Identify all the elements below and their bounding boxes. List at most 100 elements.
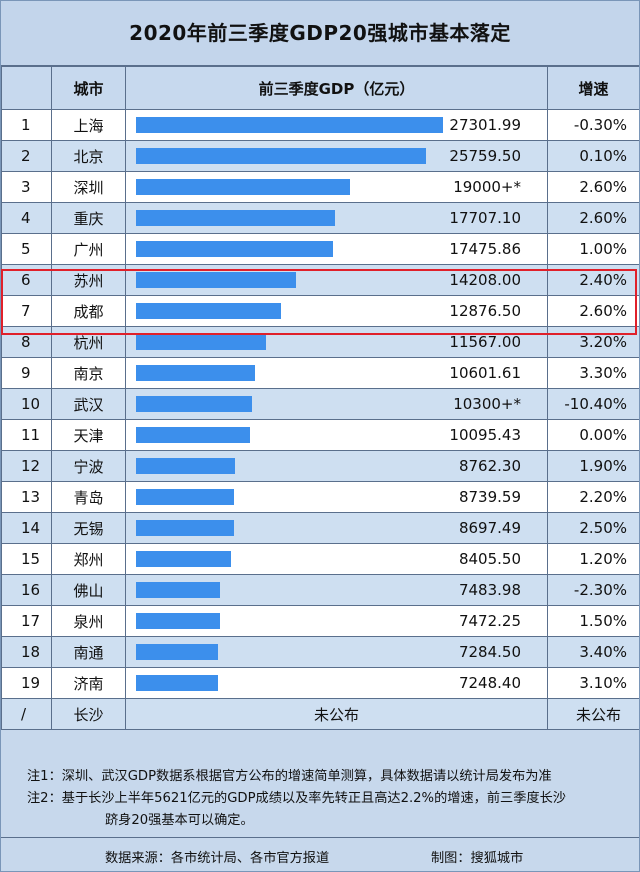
city-cell: 南京 (51, 357, 126, 389)
growth-cell: 1.50% (547, 605, 639, 637)
gdp-cell: 8762.30 (125, 450, 548, 482)
rank-cell: 12 (1, 450, 52, 482)
gdp-cell: 11567.00 (125, 326, 548, 358)
gdp-cell: 14208.00 (125, 264, 548, 296)
growth-cell: 3.20% (547, 326, 639, 358)
rank-cell: 5 (1, 233, 52, 265)
gdp-cell: 7483.98 (125, 574, 548, 606)
city-cell: 长沙 (51, 698, 126, 730)
city-cell: 武汉 (51, 388, 126, 420)
gdp-cell: 27301.99 (125, 109, 548, 141)
gdp-bar (136, 675, 218, 691)
data-source: 数据来源：各市统计局、各市官方报道 (105, 851, 330, 866)
gdp-cell: 7248.40 (125, 667, 548, 699)
city-cell: 郑州 (51, 543, 126, 575)
table-row: 3 深圳 19000+* 2.60% (1, 171, 639, 203)
gdp-cell: 8405.50 (125, 543, 548, 575)
notes-section: 注1：深圳、武汉GDP数据系根据官方公布的增速简单测算，具体数据请以统计局发布为… (1, 753, 639, 838)
gdp-cell: 8697.49 (125, 512, 548, 544)
rank-cell: 10 (1, 388, 52, 420)
growth-cell: 未公布 (547, 698, 639, 730)
rank-cell: 15 (1, 543, 52, 575)
gdp-value-label: 17707.10 (449, 209, 521, 227)
gdp-cell: 10300+* (125, 388, 548, 420)
gdp-bar (136, 303, 281, 319)
table-row: 12 宁波 8762.30 1.90% (1, 450, 639, 482)
table-row-unranked: / 长沙 未公布 未公布 (1, 698, 639, 730)
gdp-value-label: 10300+* (453, 395, 521, 413)
gdp-bar (136, 210, 335, 226)
gdp-value-label: 10601.61 (449, 364, 521, 382)
table-row: 18 南通 7284.50 3.40% (1, 636, 639, 668)
table-row: 1 上海 27301.99 -0.30% (1, 109, 639, 141)
note-1: 注1：深圳、武汉GDP数据系根据官方公布的增速简单测算，具体数据请以统计局发布为… (27, 769, 552, 784)
table-row: 19 济南 7248.40 3.10% (1, 667, 639, 699)
growth-cell: -0.30% (547, 109, 639, 141)
gdp-value-label: 12876.50 (449, 302, 521, 320)
table-row: 11 天津 10095.43 0.00% (1, 419, 639, 451)
gdp-value-label: 10095.43 (449, 426, 521, 444)
chart-title: 2020年前三季度GDP20强城市基本落定 (1, 1, 639, 66)
growth-cell: 1.90% (547, 450, 639, 482)
rank-cell: 3 (1, 171, 52, 203)
growth-cell: -10.40% (547, 388, 639, 420)
gdp-value-label: 25759.50 (449, 147, 521, 165)
gdp-unpublished-label: 未公布 (313, 705, 359, 724)
city-cell: 无锡 (51, 512, 126, 544)
city-cell: 成都 (51, 295, 126, 327)
gdp-bar (136, 458, 235, 474)
gdp-value-label: 19000+* (453, 178, 521, 196)
growth-cell: 1.00% (547, 233, 639, 265)
gdp-cell: 12876.50 (125, 295, 548, 327)
gdp-value-label: 14208.00 (449, 271, 521, 289)
growth-cell: 0.00% (547, 419, 639, 451)
city-cell: 广州 (51, 233, 126, 265)
city-cell: 宁波 (51, 450, 126, 482)
gdp-cell: 8739.59 (125, 481, 548, 513)
growth-cell: 3.30% (547, 357, 639, 389)
gdp-bar (136, 613, 220, 629)
rank-cell: 7 (1, 295, 52, 327)
chart-credit: 制图：搜狐城市 (431, 851, 524, 866)
rank-cell: 19 (1, 667, 52, 699)
gdp-value-label: 27301.99 (449, 116, 521, 134)
gdp-bar (136, 520, 234, 536)
gdp-value-label: 8697.49 (458, 519, 521, 537)
table-row: 8 杭州 11567.00 3.20% (1, 326, 639, 358)
gdp-bar (136, 489, 234, 505)
rank-cell: 6 (1, 264, 52, 296)
note-2-continued: 跻身20强基本可以确定。 (105, 813, 254, 828)
city-cell: 上海 (51, 109, 126, 141)
growth-cell: 3.10% (547, 667, 639, 699)
gdp-cell: 10095.43 (125, 419, 548, 451)
gdp-cell: 7284.50 (125, 636, 548, 668)
gdp-cell: 7472.25 (125, 605, 548, 637)
city-cell: 苏州 (51, 264, 126, 296)
table-row: 7 成都 12876.50 2.60% (1, 295, 639, 327)
gdp-header: 前三季度GDP（亿元） (125, 66, 548, 110)
gdp-bar (136, 117, 443, 133)
table-header-row: 城市 前三季度GDP（亿元） 增速 (1, 66, 639, 110)
rank-cell: 8 (1, 326, 52, 358)
gdp-cell: 25759.50 (125, 140, 548, 172)
table-row: 5 广州 17475.86 1.00% (1, 233, 639, 265)
growth-cell: 2.60% (547, 171, 639, 203)
table-row: 6 苏州 14208.00 2.40% (1, 264, 639, 296)
gdp-cell: 17475.86 (125, 233, 548, 265)
growth-cell: 2.50% (547, 512, 639, 544)
table-row: 16 佛山 7483.98 -2.30% (1, 574, 639, 606)
growth-cell: 3.40% (547, 636, 639, 668)
gdp-value-label: 8762.30 (458, 457, 521, 475)
gdp-cell: 19000+* (125, 171, 548, 203)
table-row: 13 青岛 8739.59 2.20% (1, 481, 639, 513)
city-header: 城市 (51, 66, 126, 110)
gdp-bar (136, 427, 250, 443)
gdp-bar (136, 396, 252, 412)
gdp-value-label: 7472.25 (458, 612, 521, 630)
growth-cell: 2.40% (547, 264, 639, 296)
gdp-cell: 未公布 (125, 698, 548, 730)
gdp-value-label: 11567.00 (449, 333, 521, 351)
rank-cell: 16 (1, 574, 52, 606)
gdp-bar (136, 148, 426, 164)
